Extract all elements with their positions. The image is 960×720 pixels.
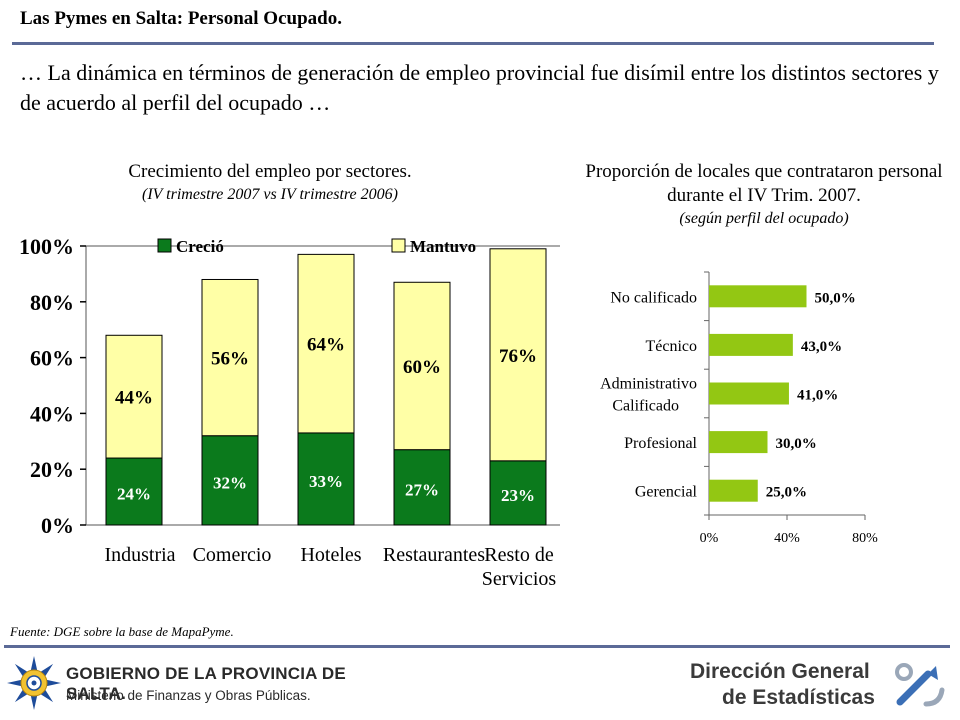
y-tick-label: 60% (30, 346, 74, 371)
dge-name-line1: Dirección General (690, 660, 870, 683)
data-label-crecio: 33% (309, 472, 343, 491)
bar-mantuvo (393, 281, 451, 451)
hbar-chart-title-block: Proporción de locales que contrataron pe… (560, 160, 960, 230)
bar-crecio (201, 435, 259, 526)
bar-crecio (489, 460, 547, 526)
data-label-crecio: 23% (501, 486, 535, 505)
hiring-profile-chart: 0% 40% 80% 50,0% No calificado 43,0% Técnico 41… (600, 271, 878, 546)
dge-name-line2: de Estadísticas (722, 686, 875, 709)
government-name: GOBIERNO DE LA PROVINCIA DE SALTA. (66, 664, 346, 703)
data-label-mantuvo: 64% (307, 335, 345, 356)
y-category-label: No calificado (610, 289, 697, 306)
ministry-name: Ministerio de Finanzas y Obras Públicas. (66, 688, 311, 703)
y-tick-label: 0% (41, 513, 74, 538)
header-divider (12, 42, 934, 45)
legend-swatch-mantuvo (391, 238, 406, 253)
y-tick-label: 100% (19, 234, 74, 259)
bar-mantuvo (489, 248, 547, 462)
bar-crecio (297, 432, 355, 526)
y-category-label: Técnico (645, 338, 697, 355)
bar-crecio (393, 449, 451, 526)
hbar-data-label: 50,0% (815, 290, 856, 306)
hbar-chart-title: Proporción de locales que contrataron pe… (585, 161, 943, 206)
x-category-label: Resto de Servicios (482, 544, 557, 590)
bar-mantuvo (201, 278, 259, 437)
bar-chart-title: Crecimiento del empleo por sectores. (128, 161, 412, 182)
x-tick-label: 80% (852, 531, 878, 546)
data-label-mantuvo: 60% (403, 357, 441, 378)
hbar (709, 479, 758, 502)
intro-text: … La dinámica en términos de generación … (20, 60, 939, 115)
data-label-mantuvo: 44% (115, 388, 153, 409)
bar-mantuvo (297, 253, 355, 434)
bar-chart-subtitle: (IV trimestre 2007 vs IV trimestre 2006) (142, 186, 398, 203)
data-label-mantuvo: 56% (211, 349, 249, 370)
bar-chart-title-block: Crecimiento del empleo por sectores. (IV… (40, 160, 500, 206)
data-label-crecio: 32% (213, 473, 247, 492)
legend-label-mantuvo: Mantuvo (410, 237, 476, 256)
hbar-data-label: 30,0% (776, 436, 817, 452)
hbar-data-label: 43,0% (801, 339, 842, 355)
hbar (709, 333, 793, 356)
x-category-label: Comercio (193, 544, 272, 566)
y-tick-label: 80% (30, 290, 74, 315)
y-tick-label: 40% (30, 401, 74, 426)
hbar (709, 285, 807, 308)
x-category-label: Industria (104, 544, 175, 566)
data-label-crecio: 24% (117, 485, 151, 504)
legend-swatch-crecio (157, 238, 172, 253)
hbar-chart-subtitle: (según perfil del ocupado) (679, 210, 849, 227)
hbar-data-label: 25,0% (766, 485, 807, 501)
province-seal-icon (7, 656, 61, 710)
x-tick-label: 0% (700, 531, 719, 546)
y-category-label: Administrativo Calificado (600, 376, 697, 415)
data-label-crecio: 27% (405, 480, 439, 499)
hbar (709, 382, 789, 405)
source-note: Fuente: DGE sobre la base de MapaPyme. (10, 624, 234, 639)
page-title: Las Pymes en Salta: Personal Ocupado. (20, 8, 342, 29)
x-tick-label: 40% (774, 531, 800, 546)
hbar-data-label: 41,0% (797, 388, 838, 404)
footer-divider (4, 645, 950, 648)
x-category-label: Hoteles (300, 544, 361, 566)
data-label-mantuvo: 76% (499, 346, 537, 367)
sector-growth-chart: 0% 20% 40% 60% 80% 100% 24% 44% 32% 56% 33% 64% 27% 6… (19, 234, 560, 590)
y-category-label: Profesional (624, 435, 697, 452)
bar-mantuvo (105, 334, 163, 459)
y-category-label: Gerencial (635, 484, 698, 501)
y-tick-label: 20% (30, 457, 74, 482)
hbar (709, 431, 768, 454)
dge-logo-icon (895, 663, 945, 707)
bar-crecio (105, 457, 163, 526)
legend-label-crecio: Creció (176, 237, 224, 256)
x-category-label: Restaurantes (383, 544, 485, 566)
government-logo-block: GOBIERNO DE LA PROVINCIA DE SALTA. Minis… (6, 652, 346, 714)
